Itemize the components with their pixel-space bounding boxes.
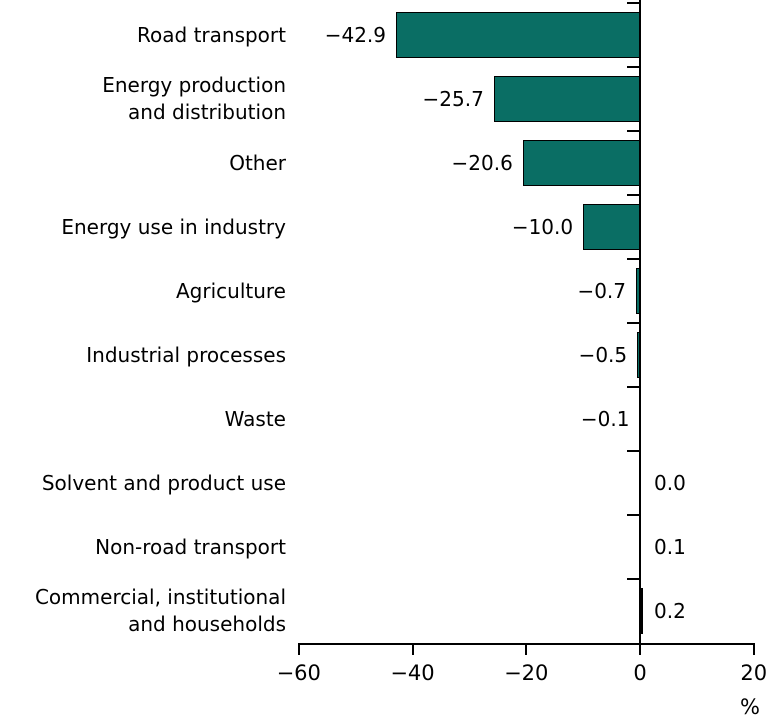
value-label: 0.2: [654, 599, 686, 623]
value-label: −20.6: [451, 151, 513, 175]
zero-axis-row-tick: [627, 2, 640, 4]
zero-axis-row-tick: [627, 194, 640, 196]
bar: [522, 140, 640, 186]
zero-axis-row-tick: [627, 322, 640, 324]
zero-axis-row-tick: [627, 578, 640, 580]
bar: [583, 204, 640, 250]
x-axis-tick-label: 0: [633, 661, 647, 685]
bar: [396, 12, 640, 58]
category-label: Energy production and distribution: [102, 73, 286, 124]
value-label: −42.9: [324, 23, 387, 47]
category-label: Solvent and product use: [41, 470, 286, 495]
category-label: Agriculture: [176, 278, 286, 303]
x-axis-tick-label: 20: [740, 661, 768, 685]
x-axis-unit-label: %: [740, 695, 760, 719]
bar: [493, 76, 640, 122]
category-label: Other: [229, 150, 286, 175]
zero-axis-row-tick: [627, 386, 640, 388]
zero-axis-row-tick: [627, 258, 640, 260]
bar: [641, 588, 643, 634]
category-label: Industrial processes: [86, 342, 286, 367]
x-axis-tick: [411, 643, 414, 655]
zero-axis-row-tick: [627, 130, 640, 132]
category-label: Commercial, institutional and households: [34, 585, 286, 636]
zero-axis-row-tick: [627, 514, 640, 516]
value-label: −25.7: [422, 87, 484, 111]
x-axis-tick-label: −20: [504, 661, 549, 685]
category-label: Energy use in industry: [61, 214, 286, 239]
zero-axis-row-tick: [627, 66, 640, 68]
x-axis-tick: [639, 643, 641, 655]
value-label: −0.5: [578, 343, 628, 367]
value-label: −10.0: [511, 215, 574, 239]
category-label: Non-road transport: [95, 534, 286, 559]
x-axis-tick: [297, 643, 300, 655]
x-axis-tick-label: −60: [276, 661, 321, 685]
category-label: Waste: [224, 406, 286, 431]
value-label: 0.0: [654, 471, 686, 495]
category-label: Road transport: [137, 22, 286, 47]
x-axis-tick: [525, 643, 528, 655]
zero-axis-line: [639, 0, 641, 643]
x-axis-tick: [752, 643, 755, 655]
value-label: −0.7: [577, 279, 627, 303]
value-label: −0.1: [580, 407, 630, 431]
zero-axis-row-tick: [627, 450, 640, 452]
x-axis-tick-label: −40: [390, 661, 435, 685]
value-label: 0.1: [654, 535, 686, 559]
